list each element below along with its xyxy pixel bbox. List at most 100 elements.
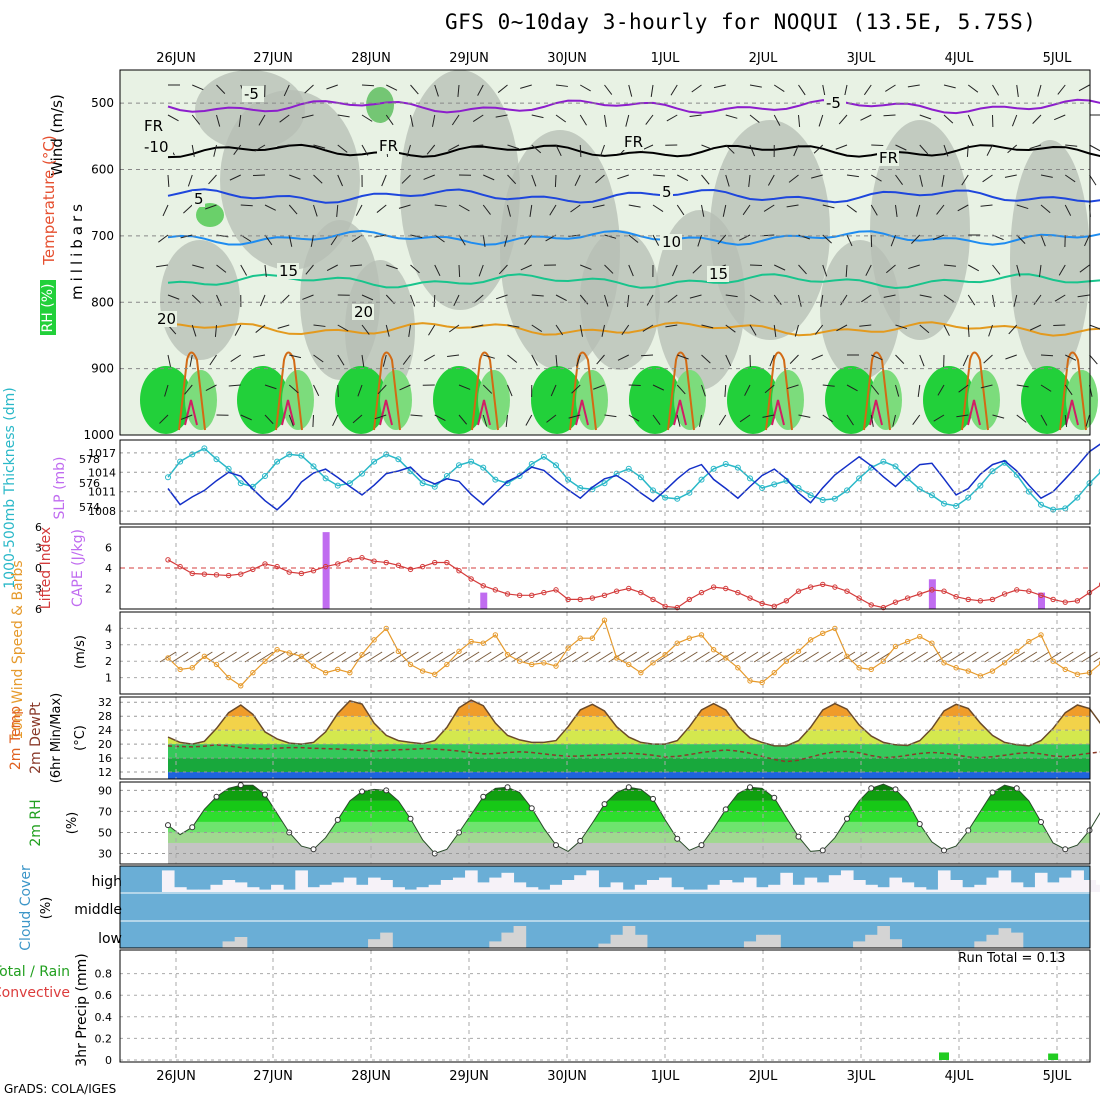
lifted-index-point bbox=[347, 557, 353, 563]
wind-barb bbox=[835, 144, 848, 150]
wind-barb bbox=[205, 204, 217, 210]
surface-barb bbox=[935, 651, 953, 663]
wind-barb bbox=[739, 234, 751, 241]
wind-barb bbox=[381, 174, 387, 187]
thickness-point bbox=[225, 465, 232, 472]
wind-barb bbox=[917, 384, 921, 397]
wind-barb bbox=[191, 144, 195, 157]
wind-barb bbox=[205, 384, 217, 392]
warm-spike-6 bbox=[765, 351, 793, 431]
wind-barb bbox=[992, 84, 1000, 96]
wind-barb bbox=[773, 324, 777, 337]
rh-point bbox=[577, 837, 584, 844]
high-cloud-bar bbox=[634, 884, 648, 892]
pressure-tick-600: 600 bbox=[91, 163, 114, 177]
wind-barb bbox=[919, 354, 925, 367]
low-cloud-bar bbox=[756, 934, 769, 948]
wind-barb bbox=[216, 114, 221, 127]
high-cloud-bar bbox=[986, 877, 1000, 892]
surface-barb bbox=[244, 651, 262, 663]
wind-barb bbox=[1040, 204, 1051, 214]
wind-barb bbox=[216, 234, 229, 238]
wind-barb bbox=[767, 174, 775, 186]
thickness-point bbox=[795, 485, 802, 491]
thickness-point bbox=[177, 458, 184, 465]
wind-barb bbox=[580, 84, 591, 92]
wind-speed-point bbox=[929, 640, 935, 646]
lifted-index-point bbox=[674, 604, 680, 611]
wind-barb bbox=[361, 294, 374, 301]
rh-point bbox=[480, 793, 487, 800]
wind-barb bbox=[725, 294, 738, 298]
wind-speed-point bbox=[1026, 638, 1032, 645]
wind-speed-point bbox=[322, 669, 329, 676]
thickness-point bbox=[977, 482, 984, 489]
low-cloud-bar bbox=[768, 934, 781, 948]
wind-barb bbox=[943, 264, 956, 267]
lifted-index-point bbox=[165, 557, 171, 563]
wind-barb bbox=[550, 384, 557, 397]
wind-barb bbox=[814, 324, 824, 335]
wind-barb bbox=[402, 354, 411, 365]
wind-barb bbox=[158, 234, 169, 243]
wind-barb bbox=[238, 114, 242, 127]
thickness-point bbox=[771, 481, 778, 488]
wind-barb bbox=[967, 84, 979, 93]
wind-barb bbox=[216, 294, 222, 307]
wind-barb bbox=[672, 264, 678, 277]
wind-barb bbox=[398, 204, 411, 209]
high-cloud-bar bbox=[161, 870, 175, 892]
isotherm-label-5-1: 5 bbox=[662, 183, 672, 201]
low-cloud-bar bbox=[501, 932, 515, 948]
wind-barb bbox=[410, 294, 416, 307]
wind-barb bbox=[650, 84, 654, 97]
isotherm-label--10-0: -10 bbox=[144, 138, 169, 156]
wind-barb bbox=[448, 324, 460, 333]
slp-axis-label: SLP (mb) bbox=[52, 456, 68, 519]
high-cloud-bar bbox=[865, 884, 878, 892]
isotherm-label-15-0: 15 bbox=[279, 262, 298, 280]
pressure-tick-800: 800 bbox=[91, 295, 114, 309]
high-cloud-bar bbox=[452, 877, 466, 892]
wind-barb bbox=[698, 414, 702, 427]
surface-barb bbox=[256, 651, 274, 663]
surface-barb bbox=[717, 651, 735, 663]
wind-barb bbox=[813, 144, 824, 154]
wind-frame bbox=[119, 611, 1091, 695]
wind-barb bbox=[408, 324, 411, 337]
wind-tick-4: 4 bbox=[105, 622, 112, 635]
wind-barb bbox=[336, 204, 339, 217]
wind-barb bbox=[423, 174, 435, 180]
wind-barb bbox=[793, 144, 799, 157]
precip-tick-3: 0.6 bbox=[95, 989, 113, 1002]
wind-barb bbox=[956, 414, 969, 418]
low-cloud-bar bbox=[234, 937, 248, 948]
thickness-point bbox=[989, 468, 996, 475]
wind-barb bbox=[962, 354, 969, 367]
wind-barb bbox=[592, 204, 605, 209]
wind-barb bbox=[531, 114, 544, 119]
rh-point bbox=[189, 824, 196, 831]
surface-barb bbox=[159, 651, 177, 663]
wind-barb bbox=[967, 114, 974, 127]
wind-speed-point bbox=[917, 633, 923, 640]
wind-barb bbox=[628, 84, 633, 97]
temp-tick-16: 16 bbox=[98, 752, 112, 765]
wind-speed-point bbox=[480, 640, 486, 646]
wind-barb bbox=[676, 204, 685, 216]
high-cloud-bar bbox=[756, 887, 769, 892]
wind-barb bbox=[410, 414, 423, 417]
wind-barb bbox=[652, 234, 660, 246]
wind-barb bbox=[504, 234, 508, 247]
wind-barb bbox=[774, 264, 786, 271]
wind-barb bbox=[191, 294, 202, 304]
thickness-point bbox=[686, 489, 693, 496]
wind-barb bbox=[773, 294, 782, 305]
wind-speed-point bbox=[504, 651, 511, 658]
wind-barb bbox=[410, 114, 414, 127]
surface-barb bbox=[523, 651, 541, 663]
thickness-point bbox=[601, 480, 608, 487]
rh-band-5 bbox=[168, 790, 1090, 801]
wind-barb bbox=[604, 294, 609, 307]
wind-speed-point bbox=[856, 665, 862, 671]
